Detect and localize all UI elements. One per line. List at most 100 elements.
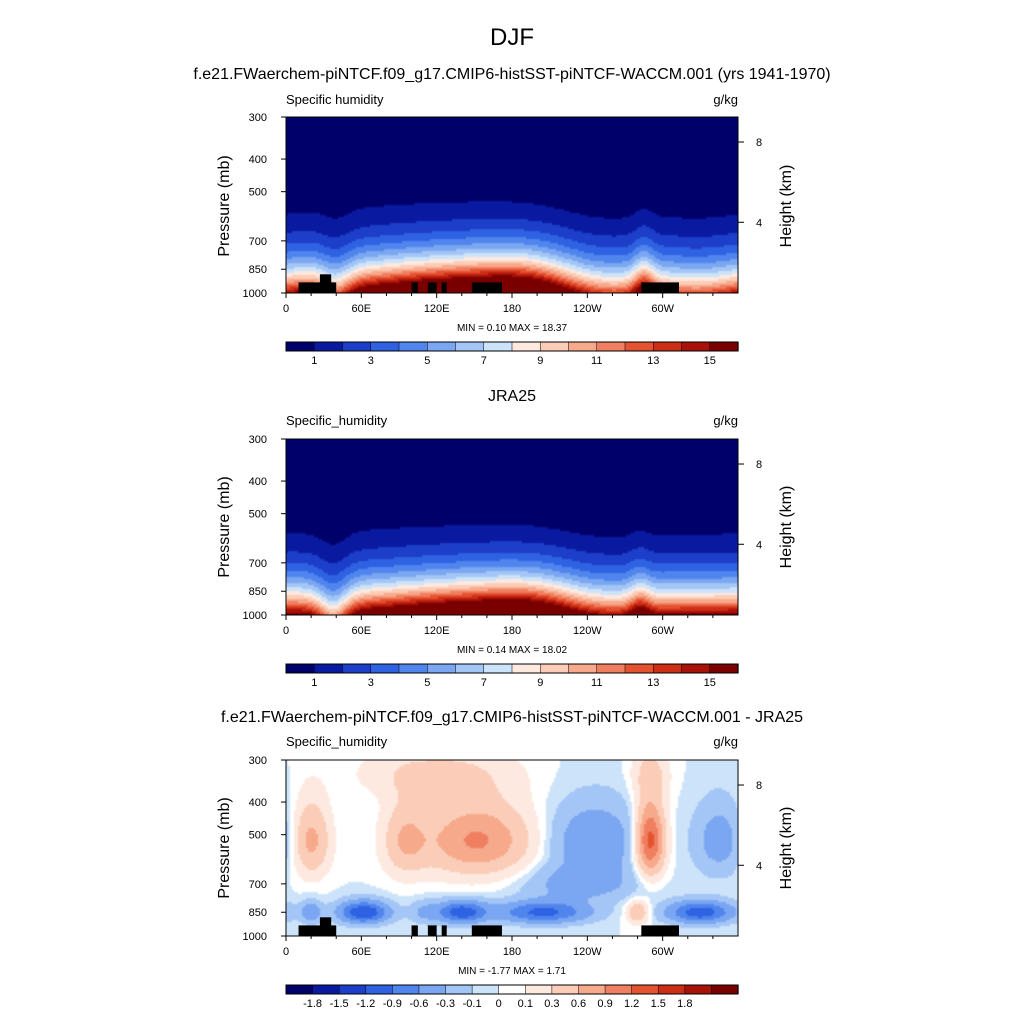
colorbar-frame xyxy=(285,984,739,995)
colorbar-swatch xyxy=(681,341,711,352)
x-tick-label: 120W xyxy=(573,946,602,958)
colorbar-swatch xyxy=(370,663,400,674)
y-tick-label: 500 xyxy=(249,509,267,521)
panel-1-plot: 0 60E 120E 180 120W 60W 300 400 500 700 850 1000 4 8 xyxy=(243,112,763,315)
colorbar-swatch xyxy=(525,984,553,995)
y2-tick-label: 4 xyxy=(756,539,762,551)
panel-3-y2label: Height (km) xyxy=(778,807,795,890)
x-tick-label: 120W xyxy=(573,303,602,315)
panel-2-colorbar: 1 3 5 7 9 11 13 15 xyxy=(285,663,739,689)
topography-block xyxy=(441,282,447,293)
x-tick-label: 0 xyxy=(283,303,289,315)
colorbar-swatch xyxy=(427,341,457,352)
colorbar-label: -0.3 xyxy=(436,998,455,1010)
y-tick-label: 300 xyxy=(249,434,267,446)
y-tick-label: 850 xyxy=(249,586,267,598)
colorbar-swatch xyxy=(653,341,683,352)
panel-1: f.e21.FWaerchem-piNTCF.f09_g17.CMIP6-his… xyxy=(193,66,830,367)
colorbar-swatch xyxy=(365,984,394,995)
y-tick-label: 400 xyxy=(249,154,267,166)
colorbar-label: 0.3 xyxy=(544,998,559,1010)
colorbar-label: 5 xyxy=(424,677,430,689)
x-tick-label: 0 xyxy=(283,946,289,958)
colorbar-swatch xyxy=(314,341,344,352)
colorbar-swatch xyxy=(398,663,428,674)
panel-1-title: f.e21.FWaerchem-piNTCF.f09_g17.CMIP6-his… xyxy=(193,66,830,83)
topography-block xyxy=(298,925,337,936)
colorbar-swatch xyxy=(455,663,485,674)
colorbar-swatch xyxy=(398,341,428,352)
panel-2-y2label: Height (km) xyxy=(778,486,795,569)
colorbar-swatch xyxy=(657,984,686,995)
y-tick-label: 400 xyxy=(249,476,267,488)
colorbar-swatch xyxy=(540,341,570,352)
panel-3-units: g/kg xyxy=(713,734,738,749)
colorbar-frame xyxy=(285,663,739,674)
topography-block xyxy=(441,925,447,936)
y-tick-label: 300 xyxy=(249,755,267,767)
colorbar-label: 0 xyxy=(496,998,502,1010)
colorbar-label: -1.5 xyxy=(330,998,349,1010)
colorbar-swatch xyxy=(370,341,400,352)
colorbar-label: -1.2 xyxy=(356,998,375,1010)
colorbar-swatch xyxy=(709,663,739,674)
x-tick-label: 60E xyxy=(352,946,372,958)
colorbar-label: 9 xyxy=(537,355,543,367)
y-tick-label: 500 xyxy=(249,830,267,842)
colorbar-label: 13 xyxy=(647,677,659,689)
panel-2: JRA25 Specific_humidity g/kg Pressure (m… xyxy=(216,388,795,689)
colorbar-label: 1.8 xyxy=(677,998,692,1010)
colorbar-swatch xyxy=(392,984,420,995)
y2-tick-label: 8 xyxy=(756,137,762,149)
y-tick-label: 400 xyxy=(249,797,267,809)
x-tick-label: 120E xyxy=(424,303,450,315)
topography-block xyxy=(471,282,502,293)
panel-1-variable-label: Specific humidity xyxy=(286,92,384,107)
x-tick-label: 120E xyxy=(424,625,450,637)
x-tick-label: 60E xyxy=(352,625,372,637)
colorbar-label: 7 xyxy=(481,355,487,367)
colorbar-swatch xyxy=(551,984,580,995)
colorbar-swatch xyxy=(342,341,372,352)
panel-3-variable-label: Specific_humidity xyxy=(286,734,388,749)
y-tick-label: 300 xyxy=(249,112,267,124)
topography-block xyxy=(319,274,332,293)
colorbar-swatch xyxy=(631,984,659,995)
colorbar-label: 11 xyxy=(591,355,602,367)
colorbar-swatch xyxy=(285,663,315,674)
colorbar-label: 13 xyxy=(647,355,659,367)
colorbar-label: 3 xyxy=(368,355,374,367)
colorbar-swatch xyxy=(483,663,513,674)
colorbar-swatch xyxy=(498,984,526,995)
panel-2-title: JRA25 xyxy=(488,388,536,405)
y2-tick-label: 4 xyxy=(756,217,762,229)
panel-1-ylabel: Pressure (mb) xyxy=(216,155,233,256)
colorbar-label: -0.1 xyxy=(463,998,482,1010)
y2-tick-label: 4 xyxy=(756,860,762,872)
topography-block xyxy=(641,925,679,936)
topography-block xyxy=(641,282,679,293)
colorbar-frame xyxy=(285,341,739,352)
colorbar-label: 0.9 xyxy=(597,998,612,1010)
panel-2-plot: 0 60E 120E 180 120W 60W 300 400 500 700 850 1000 4 8 xyxy=(243,434,763,637)
colorbar-swatch xyxy=(338,984,367,995)
colorbar-swatch xyxy=(596,663,626,674)
colorbar-swatch xyxy=(511,663,541,674)
x-tick-label: 0 xyxy=(283,625,289,637)
colorbar-label: 1.5 xyxy=(651,998,666,1010)
colorbar-label: 15 xyxy=(704,355,716,367)
topography-block xyxy=(298,282,337,293)
y2-tick-label: 8 xyxy=(756,459,762,471)
colorbar-swatch xyxy=(596,341,626,352)
x-tick-label: 180 xyxy=(503,625,521,637)
colorbar-swatch xyxy=(471,984,500,995)
panel-1-units: g/kg xyxy=(713,92,738,107)
colorbar-swatch xyxy=(604,984,633,995)
contour-field xyxy=(286,117,738,293)
colorbar-swatch xyxy=(285,984,314,995)
x-tick-label: 180 xyxy=(503,303,521,315)
x-tick-label: 60W xyxy=(651,625,674,637)
colorbar-swatch xyxy=(285,341,315,352)
topography-block xyxy=(411,282,418,293)
colorbar-swatch xyxy=(483,341,513,352)
